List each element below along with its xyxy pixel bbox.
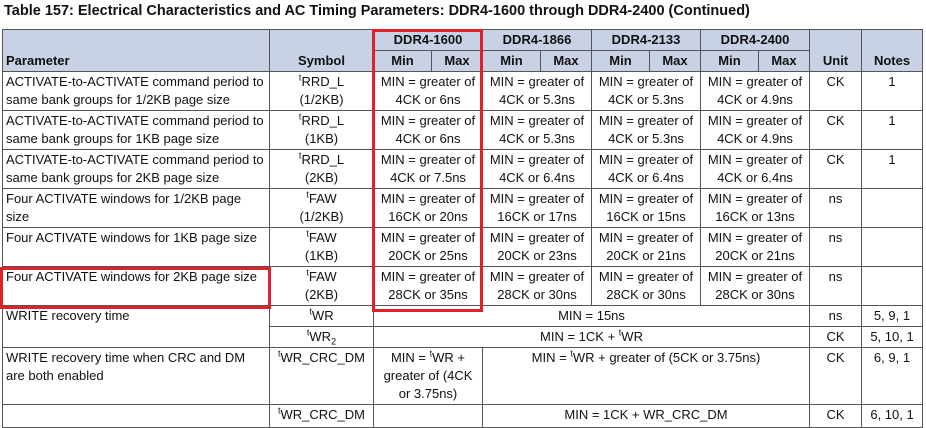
- value-cell: MIN = greater of 4CK or 6ns: [373, 110, 483, 150]
- table-row: tWR2 MIN = 1CK + tWR CK 5, 10, 1: [3, 326, 923, 348]
- notes-cell: 5, 10, 1: [861, 326, 923, 348]
- symbol-cell: tWR: [269, 305, 374, 327]
- table-row: ACTIVATE-to-ACTIVATE command period to s…: [2, 110, 923, 150]
- notes-cell: 6, 10, 1: [861, 404, 923, 428]
- parameter-cell: ACTIVATE-to-ACTIVATE command period to s…: [2, 71, 270, 111]
- value-cell: MIN = greater of 28CK or 30ns: [591, 266, 701, 306]
- table-row: Four ACTIVATE windows for 1KB page size …: [2, 227, 923, 267]
- unit-cell: ns: [809, 227, 862, 267]
- notes-cell: 5, 9, 1: [861, 305, 923, 327]
- table-row: WRITE recovery time when CRC and DM are …: [2, 347, 923, 405]
- value-cell: MIN = greater of 20CK or 23ns: [482, 227, 592, 267]
- value-cell: MIN = greater of 16CK or 13ns: [700, 188, 810, 228]
- symbol-cell: tFAW (2KB): [269, 266, 374, 306]
- value-cell: MIN = greater of 4CK or 6.4ns: [700, 149, 810, 189]
- unit-cell: CK: [809, 347, 862, 405]
- table-row: Four ACTIVATE windows for 2KB page size …: [2, 266, 923, 306]
- table-row: ACTIVATE-to-ACTIVATE command period to s…: [2, 71, 923, 111]
- unit-cell: ns: [809, 305, 862, 327]
- value-cell: MIN = greater of 28CK or 35ns: [373, 266, 483, 306]
- notes-cell: [861, 188, 923, 228]
- header-min: Min: [373, 50, 432, 72]
- unit-cell: CK: [809, 71, 862, 111]
- value-cell: MIN = 1CK + WR_CRC_DM: [482, 404, 810, 428]
- symbol-cell: tWR_CRC_DM: [269, 347, 374, 405]
- value-cell: MIN = 1CK + tWR: [373, 326, 810, 348]
- header-parameter: Parameter: [2, 29, 270, 72]
- value-cell: MIN = greater of 4CK or 7.5ns: [373, 149, 483, 189]
- table-row: Four ACTIVATE windows for 1/2KB page siz…: [2, 188, 923, 228]
- notes-cell: 1: [861, 110, 923, 150]
- value-cell: MIN = greater of 4CK or 6.4ns: [482, 149, 592, 189]
- value-cell: MIN = 15ns: [373, 305, 810, 327]
- unit-cell: ns: [809, 188, 862, 228]
- header-notes: Notes: [861, 29, 923, 72]
- table-row: ACTIVATE-to-ACTIVATE command period to s…: [2, 149, 923, 189]
- notes-cell: [861, 227, 923, 267]
- parameter-cell: [2, 404, 270, 428]
- value-cell: MIN = greater of 4CK or 4.9ns: [700, 110, 810, 150]
- symbol-cell: tRRD_L (1KB): [269, 110, 374, 150]
- value-cell: MIN = greater of 4CK or 5.3ns: [591, 110, 701, 150]
- header-max: Max: [649, 50, 701, 72]
- value-cell: MIN = greater of 4CK or 5.3ns: [482, 71, 592, 111]
- value-cell: [373, 404, 483, 428]
- value-cell: MIN = greater of 4CK or 4.9ns: [700, 71, 810, 111]
- symbol-cell: tRRD_L (2KB): [269, 149, 374, 189]
- value-cell: MIN = greater of 4CK or 6ns: [373, 71, 483, 111]
- symbol-cell: tFAW (1KB): [269, 227, 374, 267]
- value-cell: MIN = greater of 20CK or 21ns: [591, 227, 701, 267]
- header-max: Max: [540, 50, 592, 72]
- value-cell: MIN = greater of 4CK or 5.3ns: [591, 71, 701, 111]
- value-cell: MIN = greater of 20CK or 25ns: [373, 227, 483, 267]
- header-ddr4-2133: DDR4-2133: [591, 29, 701, 51]
- symbol-cell: tWR2: [269, 326, 374, 348]
- value-cell: MIN = tWR + greater of (4CK or 3.75ns): [373, 347, 483, 405]
- symbol-cell: tWR_CRC_DM: [269, 404, 374, 428]
- value-cell: MIN = greater of 4CK or 6.4ns: [591, 149, 701, 189]
- parameter-cell: Four ACTIVATE windows for 1KB page size: [2, 227, 270, 267]
- header-max: Max: [431, 50, 483, 72]
- parameter-cell: Four ACTIVATE windows for 1/2KB page siz…: [2, 188, 270, 228]
- unit-cell: CK: [809, 326, 862, 348]
- unit-cell: CK: [809, 149, 862, 189]
- value-cell: MIN = greater of 16CK or 17ns: [482, 188, 592, 228]
- value-cell: MIN = tWR + greater of (5CK or 3.75ns): [482, 347, 810, 405]
- header-ddr4-1600: DDR4-1600: [373, 29, 483, 51]
- parameter-cell: Four ACTIVATE windows for 2KB page size: [2, 266, 270, 306]
- header-min: Min: [482, 50, 541, 72]
- header-ddr4-2400: DDR4-2400: [700, 29, 810, 51]
- symbol-cell: tFAW (1/2KB): [269, 188, 374, 228]
- notes-cell: 1: [861, 149, 923, 189]
- parameter-cell: ACTIVATE-to-ACTIVATE command period to s…: [2, 110, 270, 150]
- parameter-cell: WRITE recovery time when CRC and DM are …: [2, 347, 270, 405]
- value-cell: MIN = greater of 28CK or 30ns: [700, 266, 810, 306]
- value-cell: MIN = greater of 4CK or 5.3ns: [482, 110, 592, 150]
- timing-table: Parameter Symbol DDR4-1600 DDR4-1866 DDR…: [2, 29, 923, 428]
- header-ddr4-1866: DDR4-1866: [482, 29, 592, 51]
- unit-cell: ns: [809, 266, 862, 306]
- value-cell: MIN = greater of 28CK or 30ns: [482, 266, 592, 306]
- unit-cell: CK: [809, 110, 862, 150]
- notes-cell: [861, 266, 923, 306]
- value-cell: MIN = greater of 20CK or 21ns: [700, 227, 810, 267]
- table-caption: Table 157: Electrical Characteristics an…: [4, 3, 750, 19]
- table-row: WRITE recovery time tWR MIN = 15ns ns 5,…: [2, 305, 923, 348]
- header-min: Min: [700, 50, 759, 72]
- value-cell: MIN = greater of 16CK or 15ns: [591, 188, 701, 228]
- notes-cell: 1: [861, 71, 923, 111]
- table-row: tWR_CRC_DM MIN = 1CK + WR_CRC_DM CK 6, 1…: [2, 404, 923, 428]
- header-max: Max: [758, 50, 810, 72]
- header-symbol: Symbol: [269, 29, 374, 72]
- unit-cell: CK: [809, 404, 862, 428]
- header-unit: Unit: [809, 29, 862, 72]
- symbol-cell: tRRD_L (1/2KB): [269, 71, 374, 111]
- parameter-cell: ACTIVATE-to-ACTIVATE command period to s…: [2, 149, 270, 189]
- header-min: Min: [591, 50, 650, 72]
- value-cell: MIN = greater of 16CK or 20ns: [373, 188, 483, 228]
- notes-cell: 6, 9, 1: [861, 347, 923, 405]
- parameter-cell: WRITE recovery time: [2, 305, 270, 348]
